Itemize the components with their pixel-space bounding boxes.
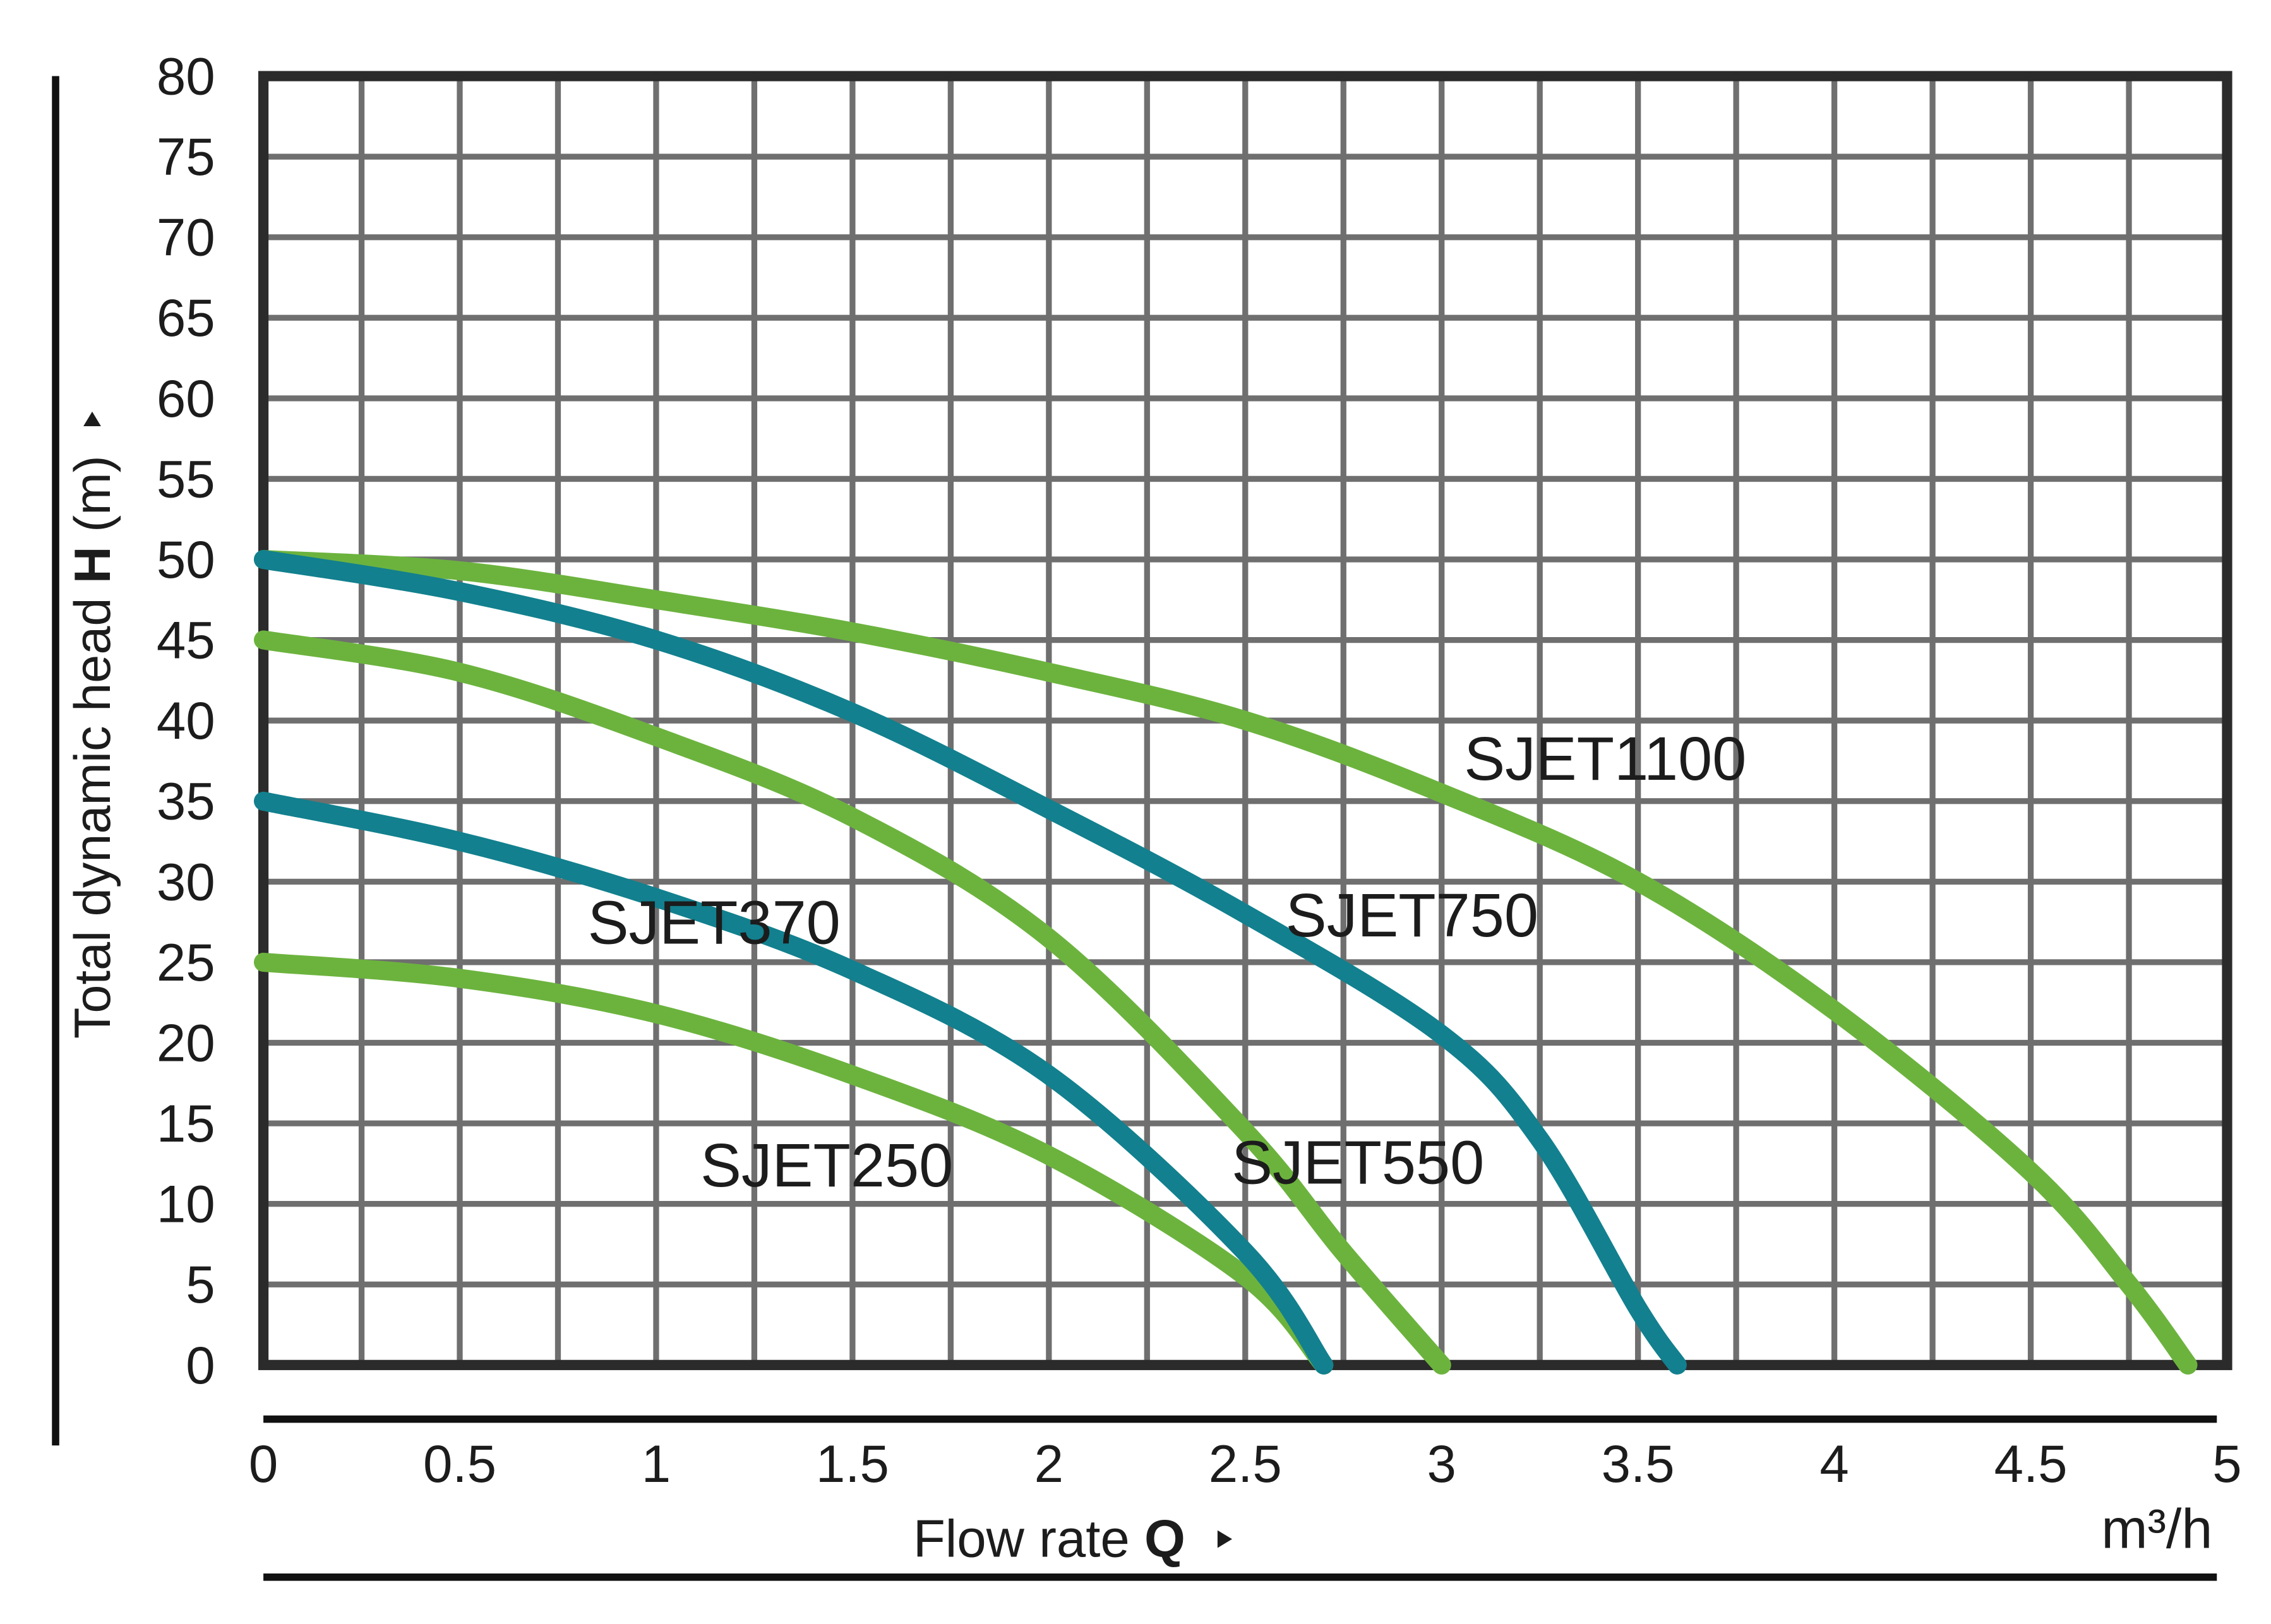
series-line-sjet550 (254, 630, 1451, 1375)
y-tick-label: 30 (157, 852, 215, 911)
x-tick-label: 4 (1819, 1434, 1849, 1493)
series-label-sjet250: SJET250 (700, 1131, 953, 1200)
y-axis-unit: (m) (64, 455, 121, 532)
series-line-sjet250 (254, 952, 1334, 1375)
series-line-sjet370 (254, 791, 1334, 1375)
y-axis-arrow-icon (83, 411, 101, 427)
series-label-sjet370: SJET370 (588, 888, 841, 957)
series-labels: SJET250 SJET370 SJET550 SJET750 SJET1100 (588, 724, 1747, 1200)
x-tick-label: 2.5 (1209, 1434, 1282, 1493)
x-axis-title: Flow rate Q (913, 1508, 1185, 1568)
x-axis-ticks: 0 0.5 1 1.5 2 2.5 3 3.5 4 4.5 5 (249, 1434, 2242, 1493)
x-tick-label: 4.5 (1994, 1434, 2068, 1493)
x-tick-label: 2 (1034, 1434, 1064, 1493)
y-tick-label: 15 (157, 1094, 215, 1153)
y-tick-label: 5 (186, 1255, 215, 1314)
series-label-sjet550: SJET550 (1231, 1128, 1484, 1197)
y-tick-label: 45 (157, 611, 215, 670)
series-label-sjet1100: SJET1100 (1464, 724, 1746, 793)
x-tick-label: 5 (2212, 1434, 2241, 1493)
y-tick-label: 60 (157, 369, 215, 428)
y-tick-label: 20 (157, 1013, 215, 1072)
series-line-sjet1100 (254, 550, 2198, 1375)
y-tick-label: 55 (157, 449, 215, 508)
x-axis-unit: m³/h (2101, 1497, 2212, 1560)
series-lines (254, 550, 2198, 1375)
y-tick-label: 40 (157, 691, 215, 750)
series-line-sjet750 (254, 550, 1687, 1375)
y-axis-title: Total dynamic head H (m) (64, 455, 121, 1039)
y-tick-label: 80 (157, 47, 215, 106)
y-axis-title-text: Total dynamic head (64, 598, 121, 1039)
y-axis-title-group: Total dynamic head H (m) (64, 411, 121, 1039)
series-label-sjet750: SJET750 (1286, 881, 1538, 950)
y-tick-label: 70 (157, 208, 215, 267)
x-tick-label: 0.5 (423, 1434, 496, 1493)
plot-border (258, 71, 2232, 1370)
y-tick-label: 50 (157, 530, 215, 589)
x-tick-label: 1.5 (816, 1434, 889, 1493)
y-tick-label: 10 (157, 1174, 215, 1234)
y-tick-label: 35 (157, 772, 215, 831)
x-axis-symbol: Q (1144, 1508, 1185, 1568)
y-tick-label: 0 (186, 1335, 215, 1395)
y-axis-symbol: H (64, 546, 121, 583)
x-axis-arrow-icon (1217, 1530, 1233, 1548)
x-tick-label: 1 (642, 1434, 671, 1493)
y-axis-ticks: 0 5 10 15 20 25 30 35 40 45 50 55 60 65 70 75 80 (157, 47, 215, 1395)
x-tick-label: 0 (249, 1434, 278, 1493)
y-tick-label: 65 (157, 288, 215, 347)
x-axis-title-text: Flow rate (913, 1508, 1130, 1568)
x-tick-label: 3.5 (1602, 1434, 1675, 1493)
y-tick-label: 75 (157, 127, 215, 186)
y-tick-label: 25 (157, 933, 215, 992)
x-tick-label: 3 (1427, 1434, 1456, 1493)
